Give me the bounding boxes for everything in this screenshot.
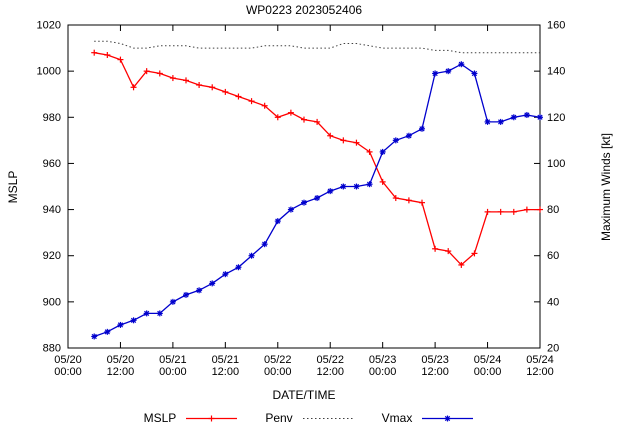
svg-text:60: 60 <box>547 250 559 262</box>
svg-text:05/20: 05/20 <box>107 354 135 366</box>
legend-item-vmax: Vmax <box>382 411 476 425</box>
x-axis-label: DATE/TIME <box>272 388 336 402</box>
legend-label-penv: Penv <box>265 411 293 425</box>
svg-text:960: 960 <box>43 158 61 170</box>
svg-text:00:00: 00:00 <box>54 366 82 378</box>
legend-line-sample-vmax <box>422 415 474 421</box>
svg-text:1020: 1020 <box>37 20 61 32</box>
svg-text:880: 880 <box>43 343 61 355</box>
legend-label-vmax: Vmax <box>381 411 413 425</box>
svg-text:12:00: 12:00 <box>526 366 554 378</box>
svg-text:940: 940 <box>43 204 61 216</box>
svg-text:05/20: 05/20 <box>54 354 82 366</box>
svg-text:05/21: 05/21 <box>159 354 187 366</box>
svg-text:980: 980 <box>43 112 61 124</box>
legend-item-penv: Penv <box>265 411 355 425</box>
svg-text:05/22: 05/22 <box>316 354 344 366</box>
svg-text:05/24: 05/24 <box>474 354 502 366</box>
svg-text:120: 120 <box>547 112 565 124</box>
svg-text:05/24: 05/24 <box>526 354 554 366</box>
svg-text:00:00: 00:00 <box>159 366 187 378</box>
svg-text:160: 160 <box>547 20 565 32</box>
svg-text:80: 80 <box>547 204 559 216</box>
svg-text:100: 100 <box>547 158 565 170</box>
svg-text:05/23: 05/23 <box>369 354 397 366</box>
svg-text:05/23: 05/23 <box>421 354 449 366</box>
svg-text:05/21: 05/21 <box>212 354 240 366</box>
legend-label-mslp: MSLP <box>143 411 177 425</box>
svg-text:140: 140 <box>547 66 565 78</box>
svg-text:12:00: 12:00 <box>107 366 135 378</box>
svg-text:20: 20 <box>547 343 559 355</box>
svg-text:00:00: 00:00 <box>474 366 502 378</box>
svg-text:12:00: 12:00 <box>421 366 449 378</box>
chart-title: WP0223 2023052406 <box>245 3 363 17</box>
svg-text:00:00: 00:00 <box>369 366 397 378</box>
legend: MSLP Penv Vmax <box>0 411 619 425</box>
svg-text:1000: 1000 <box>37 66 61 78</box>
svg-text:00:00: 00:00 <box>264 366 292 378</box>
svg-text:05/22: 05/22 <box>264 354 292 366</box>
svg-text:920: 920 <box>43 250 61 262</box>
legend-line-sample-mslp <box>186 415 238 421</box>
svg-text:40: 40 <box>547 296 559 308</box>
legend-item-mslp: MSLP <box>144 411 240 425</box>
svg-text:12:00: 12:00 <box>316 366 344 378</box>
svg-text:12:00: 12:00 <box>212 366 240 378</box>
svg-text:900: 900 <box>43 296 61 308</box>
legend-line-sample-penv <box>302 417 354 419</box>
